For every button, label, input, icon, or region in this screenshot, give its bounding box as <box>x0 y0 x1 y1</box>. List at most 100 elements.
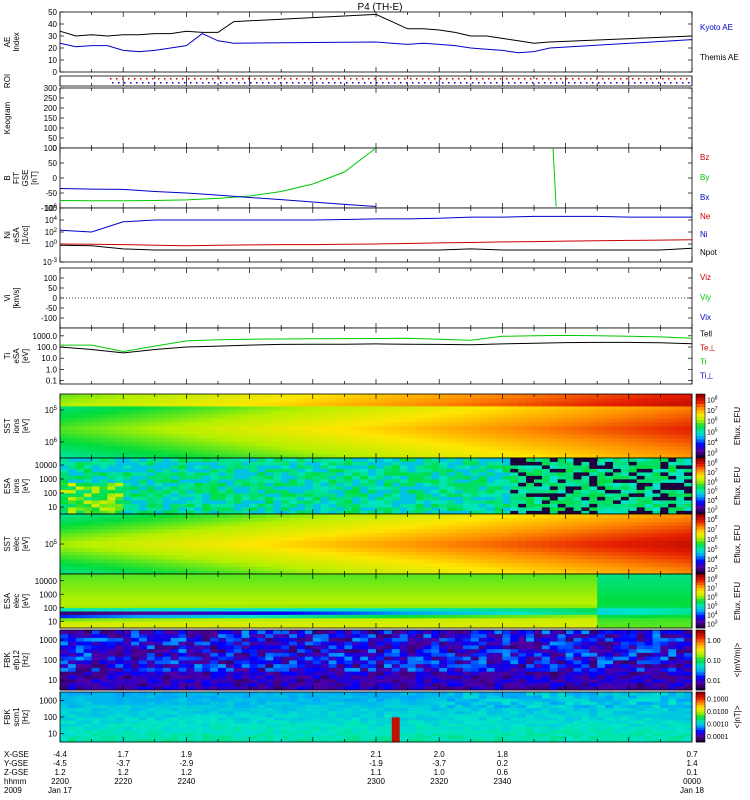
spectrogram-cell <box>154 521 164 526</box>
spectrogram-cell <box>265 410 274 415</box>
spectrogram-cell <box>597 507 606 511</box>
spectrogram-cell <box>107 551 116 556</box>
spectrogram-cell <box>273 521 282 526</box>
spectrogram-cell <box>170 406 179 411</box>
spectrogram-cell <box>407 402 416 407</box>
spectrogram-cell <box>652 496 661 501</box>
spectrogram-cell <box>455 536 464 541</box>
spectrogram-cell <box>407 450 416 455</box>
spectrogram-cell <box>67 611 77 615</box>
spectrogram-cell <box>391 482 401 487</box>
spectrogram-cell <box>233 406 243 411</box>
spectrogram-cell <box>652 529 661 534</box>
spectrogram-cell <box>557 540 566 545</box>
spectrogram-cell <box>399 430 408 435</box>
spectrogram-cell <box>399 479 408 483</box>
spectrogram-cell <box>415 489 424 494</box>
spectrogram-cell <box>589 544 598 549</box>
spectrogram-cell <box>455 532 464 537</box>
spectrogram-cell <box>439 525 448 530</box>
roi-mark <box>548 78 550 80</box>
spectrogram-cell <box>510 517 519 522</box>
spectrogram-cell <box>613 434 622 439</box>
spectrogram-cell <box>636 559 645 564</box>
spectrogram-cell <box>273 442 282 447</box>
spectrogram-cell <box>336 450 345 455</box>
spectrogram-cell <box>218 489 227 494</box>
colorbar-tick-label: 105 <box>707 487 718 496</box>
spectrogram-cell <box>368 559 377 564</box>
spectrogram-cell <box>320 475 329 480</box>
spectrogram-cell <box>162 624 171 629</box>
spectrogram-cell <box>146 493 156 497</box>
spectrogram-cell <box>154 465 164 469</box>
spectrogram-cell <box>676 489 685 494</box>
spectrogram-cell <box>162 614 171 619</box>
roi-mark <box>466 82 468 84</box>
spectrogram-cell <box>526 406 535 411</box>
spectrogram-cell <box>257 479 266 483</box>
colorbar-tick-label: 107 <box>707 525 718 534</box>
colorbar-cell <box>696 416 705 420</box>
spectrogram-cell <box>225 532 235 537</box>
spectrogram-cell <box>91 521 100 526</box>
spectrogram-cell <box>605 521 614 526</box>
spectrogram-cell <box>581 454 590 459</box>
spectrogram-cell <box>431 426 440 431</box>
roi-mark <box>194 78 196 80</box>
spectrogram-cell <box>549 493 559 497</box>
spectrogram-cell <box>510 450 519 455</box>
spectrogram-cell <box>139 503 148 508</box>
spectrogram-cell <box>115 482 124 487</box>
spectrogram-cell <box>297 472 306 476</box>
spectrogram-cell <box>565 406 574 411</box>
spectrogram-cell <box>312 434 322 439</box>
spectrogram-cell <box>360 525 369 530</box>
spectrogram-cell <box>360 468 369 473</box>
spectrogram-cell <box>352 536 361 541</box>
spectrogram-cell <box>423 472 432 476</box>
spectrogram-cell <box>162 486 171 490</box>
spectrogram-cell <box>233 517 243 522</box>
spectrogram-cell <box>123 597 132 602</box>
spectrogram-cell <box>249 468 258 473</box>
spectrogram-cell <box>423 410 432 415</box>
spectrogram-cell <box>644 555 653 560</box>
spectrogram-cell <box>597 458 606 462</box>
spectrogram-cell <box>557 503 566 508</box>
spectrogram-cell <box>162 574 171 578</box>
spectrogram-cell <box>131 507 140 511</box>
spectrogram-cell <box>407 570 416 575</box>
spectrogram-cell <box>383 450 393 455</box>
spectrogram-cell <box>486 430 495 435</box>
spectrogram-cell <box>83 559 92 564</box>
spectrogram-cell <box>534 446 543 451</box>
spectrogram-cell <box>447 551 456 556</box>
spectrogram-cell <box>75 398 85 403</box>
spectrogram-cell <box>518 418 527 423</box>
spectrogram-cell <box>518 540 527 545</box>
spectrogram-cell <box>447 510 456 515</box>
spectrogram-cell <box>478 503 487 508</box>
spectrogram-cell <box>534 570 543 575</box>
spectrogram-cell <box>233 430 243 435</box>
spectrogram-cell <box>312 517 322 522</box>
spectrogram-cell <box>99 472 108 476</box>
roi-mark <box>382 82 384 84</box>
spectrogram-cell <box>83 465 92 469</box>
spectrogram-cell <box>391 562 401 567</box>
spectrogram-cell <box>336 446 345 451</box>
spectrogram-cell <box>91 532 100 537</box>
spectrogram-cell <box>557 454 566 459</box>
spectrogram-cell <box>123 521 132 526</box>
spectrogram-cell <box>320 446 329 451</box>
spectrogram-cell <box>478 496 487 501</box>
spectrogram-cell <box>368 402 377 407</box>
spectrogram-cell <box>107 426 116 431</box>
spectrogram-cell <box>526 472 535 476</box>
spectrogram-cell <box>486 514 495 519</box>
spectrogram-cell <box>383 507 393 511</box>
spectrogram-cell <box>281 521 290 526</box>
spectrogram-cell <box>75 607 85 612</box>
spectrogram-cell <box>668 532 677 537</box>
